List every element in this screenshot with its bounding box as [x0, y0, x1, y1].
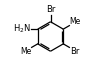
- Text: Me: Me: [70, 17, 81, 26]
- Text: H$_2$N: H$_2$N: [13, 23, 31, 35]
- Text: Br: Br: [46, 5, 55, 14]
- Text: Me: Me: [20, 47, 31, 56]
- Text: Br: Br: [70, 47, 79, 56]
